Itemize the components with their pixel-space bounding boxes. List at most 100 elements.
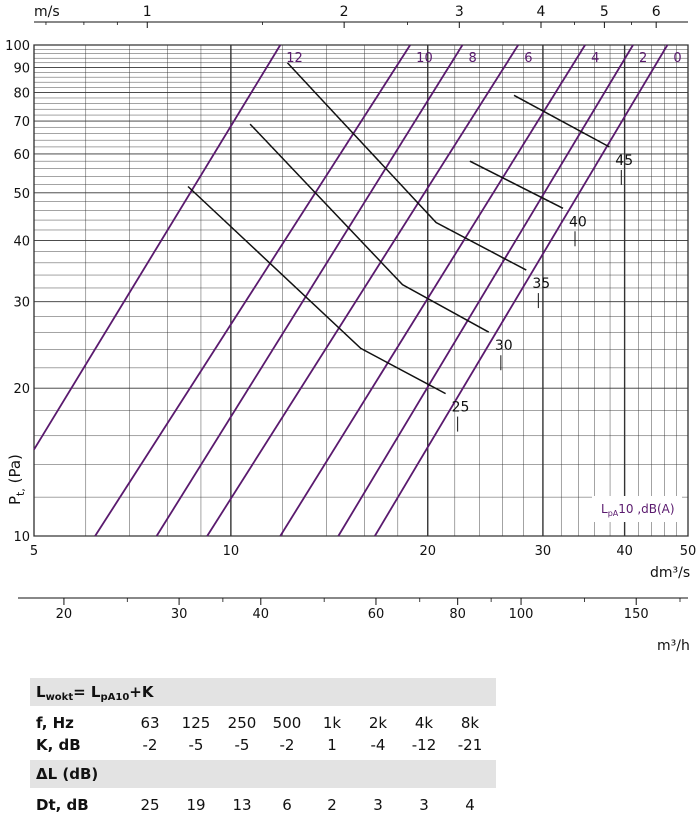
noise-line-35 (286, 62, 527, 271)
x2-tick-label: 40 (253, 607, 270, 622)
noise-line-45 (513, 94, 610, 148)
formula-sub2: pA10 (100, 692, 130, 703)
y-axis-label-main: P (6, 496, 24, 505)
frequency-cell: 1k (322, 714, 342, 732)
y-tick-label: 40 (13, 234, 30, 249)
x-axis-label: dm³/s (650, 565, 690, 581)
row-label: K, dB (36, 736, 81, 754)
noise-line-30 (249, 123, 490, 333)
damper-line-8 (155, 44, 464, 537)
k-cell: -2 (142, 736, 158, 754)
y-tick-label: 80 (13, 87, 30, 102)
y-tick-label: 10 (13, 530, 30, 545)
damper-line-10 (94, 44, 411, 537)
damper-label-10: 10 (416, 51, 433, 66)
damper-line-4 (279, 44, 586, 537)
top-tick-label: 2 (340, 4, 349, 20)
dt-cell: 25 (140, 796, 160, 814)
table-header-formula: Lwokt= LpA10+K (30, 678, 496, 706)
row-label: Dt, dB (36, 796, 89, 814)
noise-label-25: 25 (452, 400, 470, 416)
y-tick-label: 70 (13, 115, 30, 130)
dt-cell: 2 (327, 796, 337, 814)
plot-frame (33, 44, 689, 537)
x-tick-label: 40 (616, 544, 633, 559)
legend-box (592, 496, 682, 522)
noise-lines: 25 30 35 40 45 (187, 62, 633, 432)
damper-line-12 (33, 44, 282, 451)
y-axis-label: Pt, (Pa) (6, 454, 27, 505)
noise-line-40 (469, 160, 564, 209)
damper-lines: 12 10 8 6 4 2 0 (33, 44, 682, 537)
k-cell: -12 (411, 736, 437, 754)
damper-label-2: 2 (639, 51, 647, 66)
damper-line-0 (374, 44, 669, 537)
x2-tick-label: 30 (171, 607, 188, 622)
formula-sub: wokt (45, 692, 74, 703)
dt-cell: 6 (282, 796, 292, 814)
x2-axis-label: m³/h (657, 638, 690, 654)
top-tick-label: 1 (143, 4, 152, 20)
y-tick-label: 60 (13, 148, 30, 163)
top-tick-label: 5 (600, 4, 609, 20)
k-cell: -2 (279, 736, 295, 754)
frequency-cell: 500 (272, 714, 302, 732)
frequency-cell: 4k (414, 714, 434, 732)
k-cell: 1 (327, 736, 337, 754)
y-axis-label-rest: (Pa) (6, 454, 24, 488)
damper-label-4: 4 (591, 51, 599, 66)
frequency-cell: 63 (140, 714, 160, 732)
formula-rest: +K (129, 683, 154, 701)
formula-main: L (36, 683, 46, 701)
x2-tick-label: 80 (449, 607, 466, 622)
y-tick-label: 20 (13, 382, 30, 397)
dt-cell: 4 (465, 796, 475, 814)
y-tick-label: 30 (13, 296, 30, 311)
table-row-frequency: f, Hz 63 125 250 500 1k 2k 4k 8k (30, 712, 496, 734)
top-axis-label: m/s (34, 4, 60, 20)
noise-line-25 (187, 185, 446, 395)
legend-text: LpA10 ,dB(A) (601, 502, 675, 518)
dt-cell: 3 (373, 796, 383, 814)
y-tick-label: 100 (5, 39, 30, 54)
top-tick-label: 6 (652, 4, 661, 20)
x-tick-label: 50 (680, 544, 697, 559)
correction-table: Lwokt= LpA10+K f, Hz 63 125 250 500 1k 2k 4k 8k… (30, 678, 496, 816)
top-tick-label: 3 (455, 4, 464, 20)
x-tick-label: 30 (535, 544, 552, 559)
top-tick-label: 4 (537, 4, 546, 20)
damper-line-6 (206, 44, 519, 537)
table-row-dt: Dt, dB 25 19 13 6 2 3 3 4 (30, 794, 496, 816)
x2-tick-label: 150 (624, 607, 649, 622)
legend-main: L (601, 502, 608, 516)
row-label: f, Hz (36, 714, 74, 732)
k-cell: -5 (234, 736, 250, 754)
damper-line-2 (337, 44, 634, 537)
frequency-cell: 250 (227, 714, 257, 732)
legend: LpA10 ,dB(A) (592, 496, 682, 522)
formula-mid: = L (73, 683, 101, 701)
frequency-cell: 8k (460, 714, 480, 732)
legend-rest: 10 ,dB(A) (618, 502, 674, 516)
table-header-delta: ΔL (dB) (30, 760, 496, 788)
x2-tick-label: 100 (509, 607, 534, 622)
x-tick-label: 20 (419, 544, 436, 559)
x2-tick-label: 60 (368, 607, 385, 622)
x-tick-label: 5 (30, 544, 38, 559)
k-cell: -4 (370, 736, 386, 754)
damper-label-0: 0 (673, 51, 681, 66)
damper-label-6: 6 (524, 51, 532, 66)
noise-label-35: 35 (532, 276, 550, 292)
y-tick-label: 50 (13, 187, 30, 202)
dt-cell: 19 (186, 796, 206, 814)
noise-label-30: 30 (495, 338, 513, 354)
y-axis-label-sub: t, (14, 488, 27, 496)
y-tick-label: 90 (13, 61, 30, 76)
k-cell: -5 (188, 736, 204, 754)
k-cell: -21 (457, 736, 483, 754)
legend-sub: pA (608, 509, 619, 518)
x2-tick-label: 20 (56, 607, 73, 622)
noise-label-40: 40 (569, 214, 587, 230)
